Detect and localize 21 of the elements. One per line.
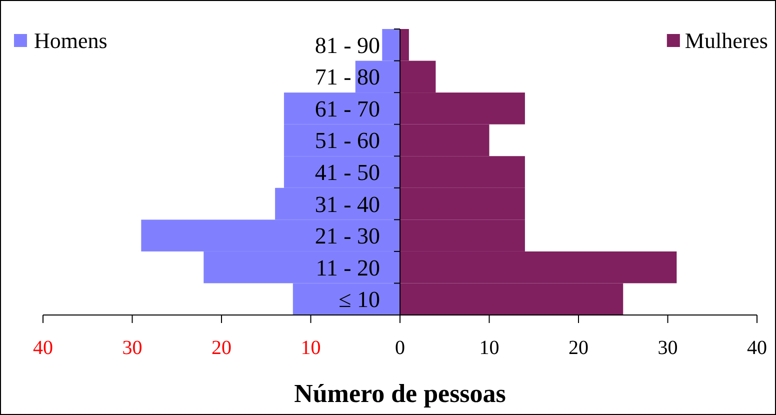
y-tick-label: 11 - 20 [316, 255, 380, 280]
x-axis-title: Número de pessoas [294, 379, 506, 408]
x-tick-label: 10 [479, 337, 500, 359]
y-tick-label: 61 - 70 [314, 96, 380, 122]
x-tick-label: 10 [300, 337, 321, 359]
y-tick-label: 71 - 80 [314, 64, 380, 90]
y-tick-label: 81 - 90 [314, 32, 380, 58]
x-tick-label: 20 [212, 337, 232, 359]
legend-label: Homens [34, 28, 108, 53]
x-tick-label: 0 [395, 337, 405, 359]
legend-label: Mulheres [684, 28, 768, 53]
y-tick-label: 21 - 30 [314, 224, 380, 249]
x-tick-label: 30 [122, 337, 142, 359]
y-tick-label: 41 - 50 [314, 160, 380, 185]
x-tick-label: 20 [568, 337, 588, 359]
x-tick-label: 40 [747, 337, 767, 359]
x-tick-label: 40 [33, 337, 53, 359]
y-tick-label: 31 - 40 [314, 192, 380, 217]
y-tick-label: 51 - 60 [314, 128, 380, 154]
x-tick-label: 30 [658, 337, 678, 359]
y-tick-label: ≤ 10 [338, 287, 380, 312]
